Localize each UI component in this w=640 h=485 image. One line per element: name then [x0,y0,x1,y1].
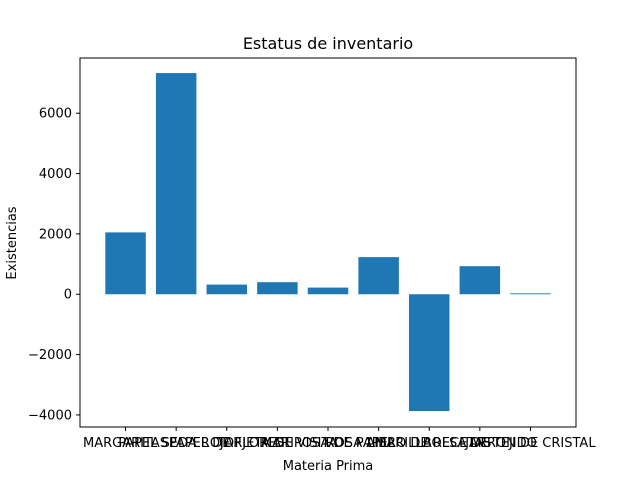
y-tick-label: 4000 [39,167,72,182]
x-tick-label: LIBRO DE RECETAS [367,436,491,451]
bar [459,266,501,295]
bar [105,232,146,295]
bar [155,73,197,295]
y-tick-label: −4000 [28,408,72,423]
x-tick-label: TARJETA DE VISITA [216,436,337,451]
bars-group [105,73,551,412]
bar [510,293,551,295]
y-axis-label: Existencias [5,206,20,279]
bar [206,284,248,295]
x-tick-label: MARIPOSA DE PAPEL [261,436,396,451]
bar [408,294,450,412]
y-tick-label: 0 [64,288,72,303]
x-tick-label: MARGARITAS [83,436,168,451]
x-tick-label: JARRON DE CRISTAL [464,436,596,451]
x-tick-label: BOLSA DE TEJIDO [423,436,537,451]
y-tick-label: 2000 [39,227,72,242]
y-axis-ticks: −4000 −2000 0 2000 4000 6000 [28,107,80,423]
chart-title: Estatus de inventario [243,34,413,53]
bar [307,287,349,295]
y-tick-label: −2000 [28,348,72,363]
x-tick-label: PAPEL SEDA ROJO [118,436,234,451]
y-tick-label: 6000 [39,107,72,122]
bar [257,282,298,295]
bar [358,257,399,295]
x-axis-label: Materia Prima [283,459,374,474]
plot-frame [79,57,577,428]
x-tick-label: ROSA AMARILLA [325,436,431,451]
x-tick-label: PAPEL DE FLORES [169,436,285,451]
